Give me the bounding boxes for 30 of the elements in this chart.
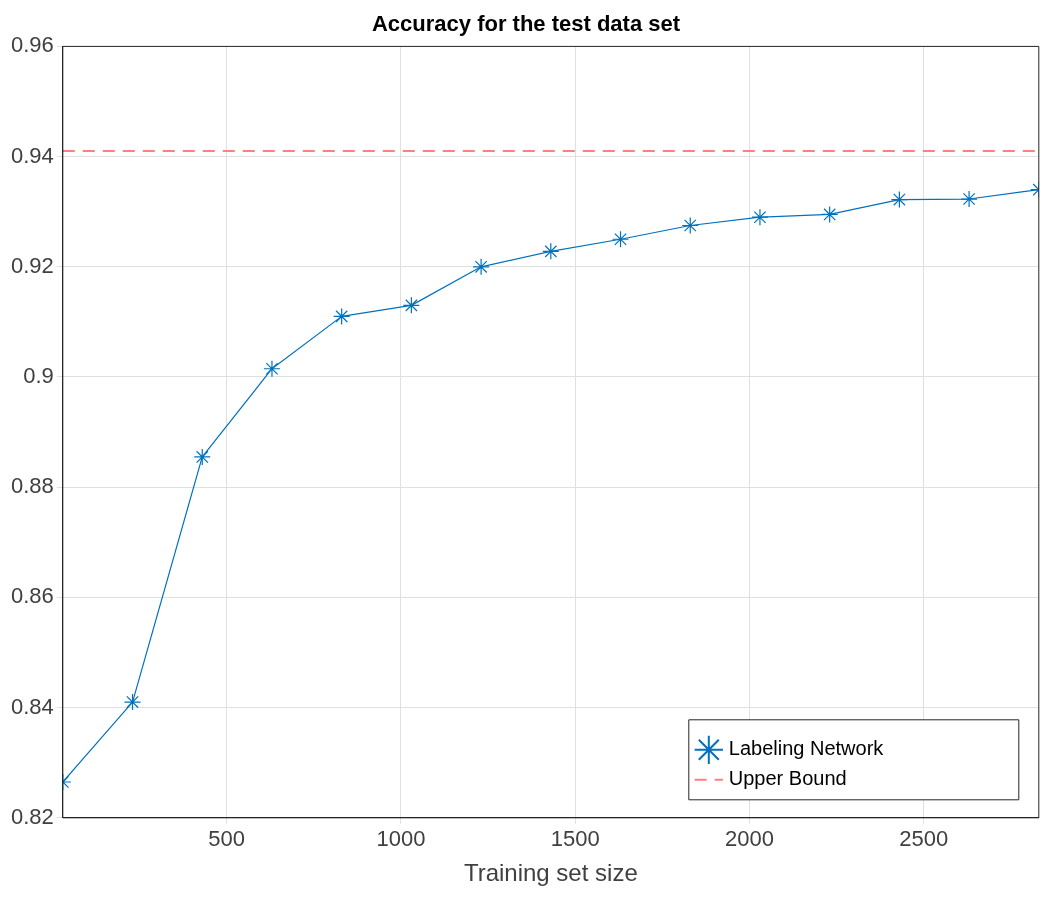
point — [821, 205, 839, 224]
y-tick-label: 0.94 — [10, 142, 54, 168]
legend-label: Upper Bound — [728, 767, 847, 790]
point — [472, 258, 490, 276]
point — [890, 190, 908, 209]
y-tick-label: 0.9 — [23, 363, 54, 389]
x-tick-label: 500 — [208, 826, 245, 852]
y-tick-label: 0.96 — [10, 32, 54, 58]
point — [542, 242, 560, 260]
y-tick-label: 0.88 — [10, 473, 54, 499]
chart-title: Accuracy for the test data set — [371, 11, 681, 37]
x-tick-label: 2500 — [899, 826, 949, 852]
point — [333, 307, 351, 325]
x-tick-label: 1000 — [376, 826, 426, 852]
y-tick-label: 0.82 — [10, 803, 54, 829]
x-tick-label: 2000 — [725, 826, 774, 852]
point — [402, 296, 420, 314]
point — [611, 230, 630, 248]
y-tick-label: 0.86 — [10, 583, 54, 609]
x-axis-title: Training set size — [463, 859, 638, 887]
y-tick-label: 0.92 — [10, 252, 54, 278]
legend-label: Labeling Network — [728, 737, 885, 760]
point — [193, 448, 211, 466]
point — [751, 208, 769, 226]
point — [263, 360, 281, 378]
y-tick-label: 0.84 — [10, 693, 54, 719]
point — [123, 693, 142, 711]
x-tick-label: 1500 — [550, 826, 600, 852]
point — [960, 190, 978, 208]
point — [681, 216, 699, 235]
